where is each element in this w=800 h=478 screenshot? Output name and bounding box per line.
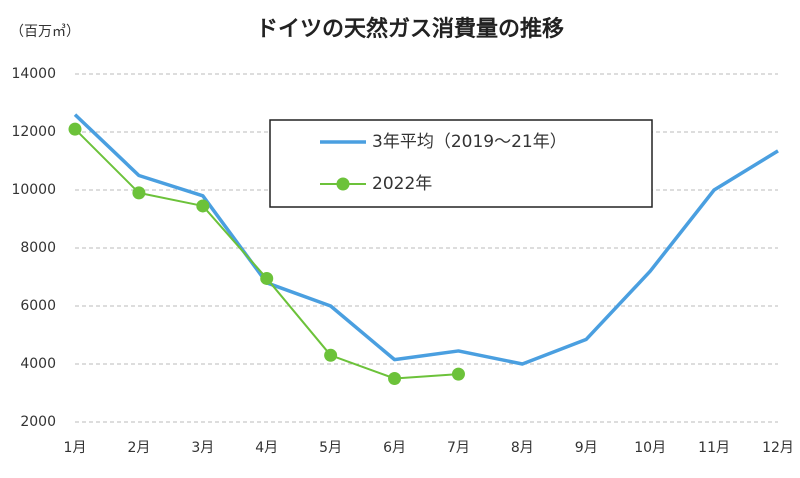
y-tick-label: 12000	[11, 124, 56, 140]
legend-box	[269, 119, 653, 208]
series-line	[73, 113, 779, 366]
x-tick-label: 7月	[447, 440, 470, 456]
data-point	[68, 122, 82, 136]
x-tick-label: 10月	[634, 440, 666, 456]
y-tick-label: 8000	[20, 240, 56, 256]
x-tick-label: 1月	[64, 440, 87, 456]
x-tick-label: 11月	[698, 440, 730, 456]
y-axis-label: （百万㎥）	[10, 24, 80, 40]
data-point	[324, 348, 338, 362]
legend-label: 3年平均（2019～21年）	[372, 132, 567, 152]
y-tick-label: 14000	[11, 66, 56, 82]
x-tick-label: 12月	[762, 440, 794, 456]
data-point	[451, 367, 465, 381]
y-tick-label: 2000	[20, 414, 56, 430]
data-point	[132, 186, 146, 200]
x-tick-label: 4月	[255, 440, 278, 456]
legend-marker	[336, 177, 350, 191]
data-point	[260, 271, 274, 285]
x-tick-label: 3月	[191, 440, 214, 456]
x-tick-label: 8月	[511, 440, 534, 456]
data-point	[388, 372, 402, 385]
x-tick-label: 5月	[319, 440, 342, 456]
legend-label: 2022年	[372, 174, 432, 194]
y-tick-label: 6000	[20, 298, 56, 314]
y-tick-label: 4000	[20, 356, 56, 372]
x-tick-label: 2月	[127, 440, 150, 456]
x-tick-label: 6月	[383, 440, 406, 456]
y-tick-label: 10000	[11, 182, 56, 198]
data-point	[196, 199, 210, 213]
chart-title: ドイツの天然ガス消費量の推移	[256, 16, 564, 42]
x-tick-label: 9月	[575, 440, 598, 456]
